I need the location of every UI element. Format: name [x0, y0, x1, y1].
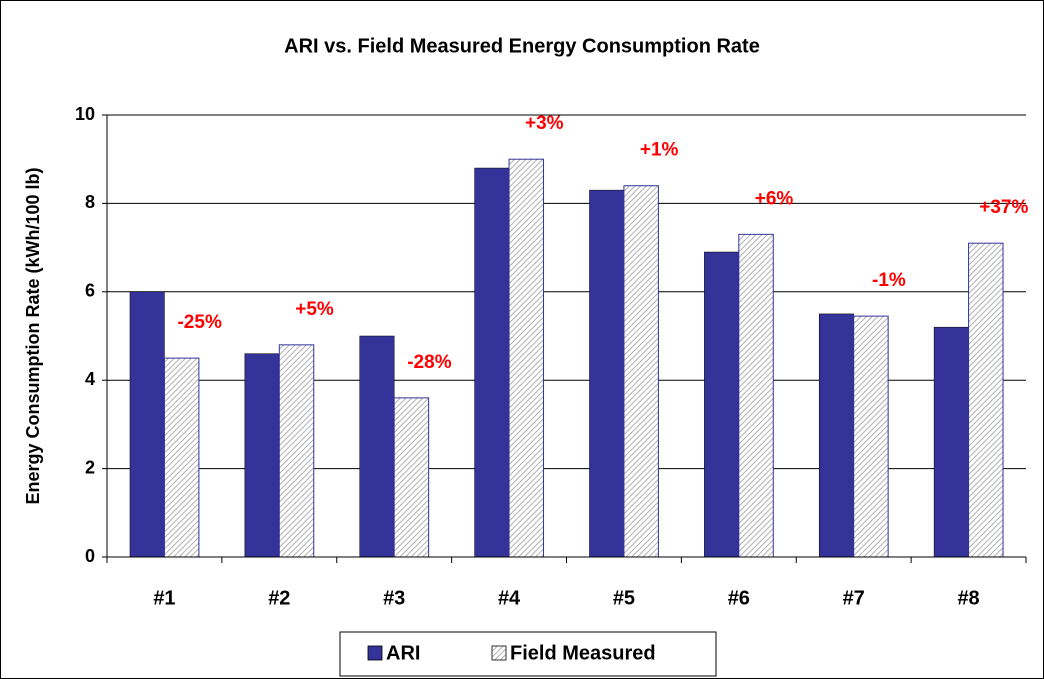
annotation: +1%: [640, 140, 679, 161]
bar: [589, 189, 625, 558]
x-tick-label: #2: [268, 587, 290, 609]
y-tick-label: 8: [85, 192, 95, 212]
legend-box: [339, 631, 717, 677]
bar: [818, 313, 854, 558]
bar: [163, 357, 200, 558]
y-tick-label: 4: [85, 369, 95, 389]
x-tick-label: #3: [383, 587, 405, 609]
bar: [393, 397, 430, 558]
y-axis-label: Energy Consumption Rate (kWh/100 lb): [23, 167, 43, 504]
bar: [704, 251, 740, 558]
bar: [474, 167, 510, 558]
annotation: +3%: [525, 113, 564, 134]
bar: [623, 185, 659, 558]
annotation: +6%: [755, 188, 794, 209]
annotation: -25%: [177, 312, 221, 333]
annotation: +5%: [295, 299, 334, 320]
annotation: -1%: [872, 270, 906, 291]
y-tick-label: 6: [85, 281, 95, 301]
annotation: -28%: [407, 352, 451, 373]
y-tick-label: 10: [75, 104, 95, 124]
x-tick-label: #4: [498, 587, 521, 609]
bar: [129, 291, 165, 558]
bar: [738, 233, 774, 558]
y-tick-label: 0: [85, 546, 95, 566]
x-tick-label: #5: [613, 587, 635, 609]
bar: [968, 242, 1004, 558]
x-tick-label: #6: [728, 587, 750, 609]
legend-label: Field Measured: [510, 642, 656, 664]
legend-swatch: [491, 645, 507, 661]
y-tick-label: 2: [85, 457, 95, 477]
bar: [244, 353, 280, 558]
bar: [933, 326, 969, 558]
bar: [508, 158, 545, 558]
x-tick-label: #8: [957, 587, 979, 609]
legend-swatch: [367, 645, 383, 661]
bar: [359, 335, 395, 558]
bar: [853, 315, 889, 558]
bar: [278, 344, 315, 558]
legend-label: ARI: [386, 642, 420, 664]
x-tick-label: #1: [153, 587, 175, 609]
x-tick-label: #7: [843, 587, 865, 609]
chart-title: ARI vs. Field Measured Energy Consumptio…: [284, 35, 760, 57]
annotation: +37%: [979, 197, 1028, 218]
